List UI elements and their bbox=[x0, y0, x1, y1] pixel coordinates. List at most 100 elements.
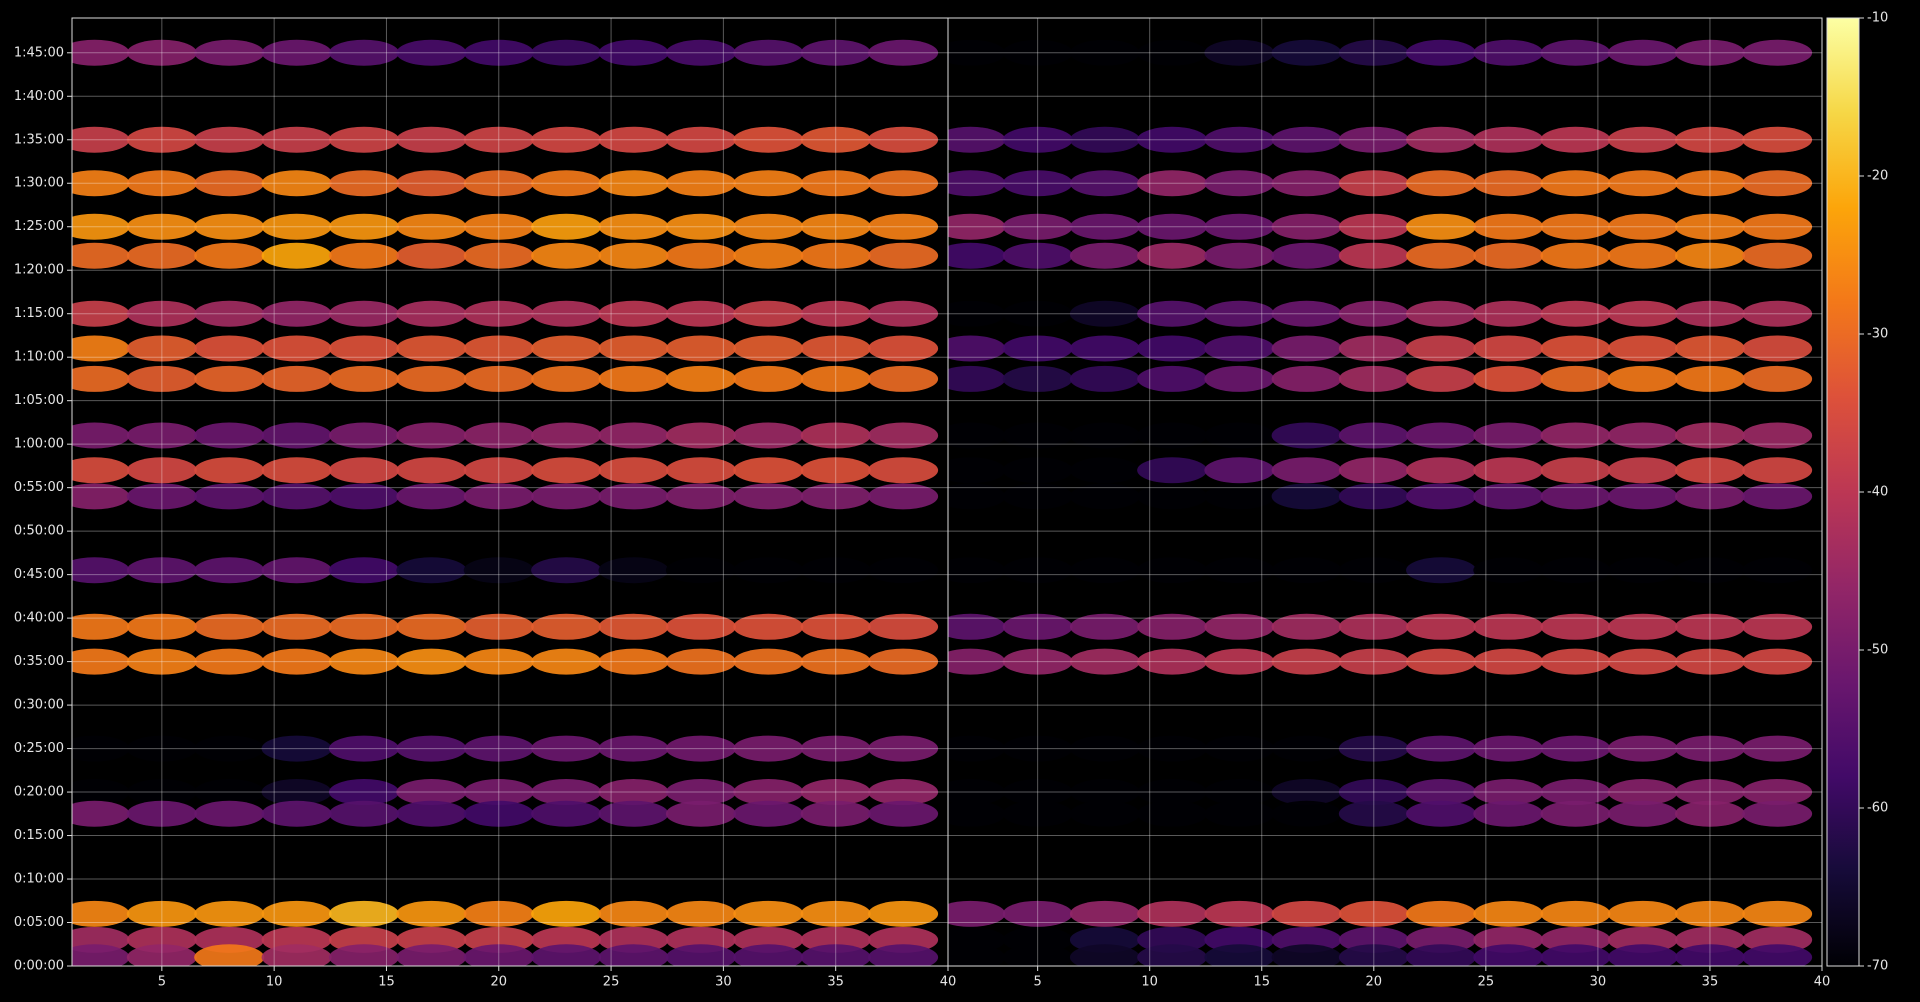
cell bbox=[1540, 483, 1611, 510]
cell bbox=[733, 735, 804, 762]
cell bbox=[598, 365, 669, 392]
cell bbox=[733, 779, 804, 806]
cell bbox=[733, 483, 804, 510]
cell bbox=[733, 944, 804, 966]
cell bbox=[598, 126, 669, 153]
cell bbox=[1406, 557, 1476, 584]
cell bbox=[194, 613, 265, 640]
cell bbox=[72, 126, 130, 153]
cell bbox=[598, 900, 669, 927]
cell bbox=[733, 422, 804, 449]
cell bbox=[463, 126, 534, 153]
cell bbox=[1674, 483, 1745, 510]
cell bbox=[126, 735, 197, 762]
cell bbox=[665, 213, 736, 240]
cell bbox=[328, 800, 400, 827]
cell bbox=[1406, 335, 1476, 362]
cell bbox=[1674, 335, 1745, 362]
cell bbox=[800, 648, 871, 675]
cell bbox=[396, 613, 467, 640]
cell bbox=[1204, 457, 1275, 484]
y-tick-label: 1:10:00 bbox=[14, 350, 64, 365]
cell bbox=[800, 483, 871, 510]
cell bbox=[1742, 648, 1813, 675]
cell bbox=[598, 944, 669, 966]
cell bbox=[1338, 300, 1409, 327]
cell bbox=[1137, 557, 1208, 584]
cell bbox=[598, 648, 669, 675]
cell bbox=[1338, 457, 1409, 484]
cell bbox=[531, 170, 602, 197]
cell bbox=[194, 335, 265, 362]
cell bbox=[1540, 944, 1611, 966]
cell bbox=[800, 779, 871, 806]
cell bbox=[1674, 944, 1745, 966]
panel bbox=[72, 39, 939, 966]
cell bbox=[800, 613, 871, 640]
cell bbox=[72, 557, 130, 584]
cell bbox=[1540, 335, 1611, 362]
cell bbox=[328, 242, 400, 269]
cell bbox=[1002, 39, 1073, 66]
cell bbox=[1204, 648, 1275, 675]
cell bbox=[463, 779, 534, 806]
cell bbox=[733, 365, 804, 392]
cell bbox=[72, 170, 130, 197]
y-tick-label: 0:35:00 bbox=[14, 654, 64, 669]
cell bbox=[1406, 365, 1476, 392]
cell bbox=[1002, 300, 1073, 327]
cell bbox=[1540, 457, 1611, 484]
cell bbox=[598, 557, 669, 584]
cell bbox=[1204, 735, 1275, 762]
cell bbox=[868, 39, 939, 66]
colorbar-tick-label: -50 bbox=[1867, 643, 1888, 658]
cell bbox=[1674, 213, 1745, 240]
cell bbox=[1069, 126, 1140, 153]
cell bbox=[1204, 365, 1275, 392]
cell bbox=[800, 300, 871, 327]
cell bbox=[531, 735, 602, 762]
cell bbox=[1002, 800, 1073, 827]
cell bbox=[1406, 170, 1476, 197]
cell bbox=[1473, 800, 1544, 827]
cell bbox=[328, 213, 400, 240]
cell bbox=[1607, 213, 1678, 240]
cell bbox=[868, 900, 939, 927]
cell bbox=[1137, 648, 1208, 675]
cell bbox=[126, 779, 197, 806]
cell bbox=[1742, 365, 1813, 392]
colorbar-tick-label: -20 bbox=[1867, 169, 1888, 184]
cell bbox=[1406, 900, 1476, 927]
cell bbox=[1002, 900, 1073, 927]
cell bbox=[598, 422, 669, 449]
cell bbox=[1137, 944, 1208, 966]
cell bbox=[733, 900, 804, 927]
cell bbox=[261, 422, 332, 449]
cell bbox=[665, 170, 736, 197]
y-tick-label: 1:25:00 bbox=[14, 219, 64, 234]
cell bbox=[1473, 779, 1544, 806]
cell bbox=[1540, 365, 1611, 392]
cell bbox=[800, 800, 871, 827]
cell bbox=[598, 457, 669, 484]
cell bbox=[1607, 170, 1678, 197]
cell bbox=[1271, 126, 1342, 153]
cell bbox=[948, 900, 1006, 927]
cell bbox=[1607, 422, 1678, 449]
cell bbox=[1674, 422, 1745, 449]
cell bbox=[1540, 557, 1611, 584]
cell bbox=[1002, 335, 1073, 362]
y-tick-label: 1:00:00 bbox=[14, 437, 64, 452]
cell bbox=[868, 213, 939, 240]
cell bbox=[72, 457, 130, 484]
cell bbox=[1607, 735, 1678, 762]
cell bbox=[126, 300, 197, 327]
cell bbox=[194, 557, 265, 584]
cell bbox=[1137, 735, 1208, 762]
x-tick-label: 5 bbox=[158, 975, 166, 990]
cell bbox=[126, 170, 197, 197]
cell bbox=[1406, 483, 1476, 510]
cell bbox=[868, 557, 939, 584]
cell bbox=[194, 365, 265, 392]
cell bbox=[1271, 944, 1342, 966]
